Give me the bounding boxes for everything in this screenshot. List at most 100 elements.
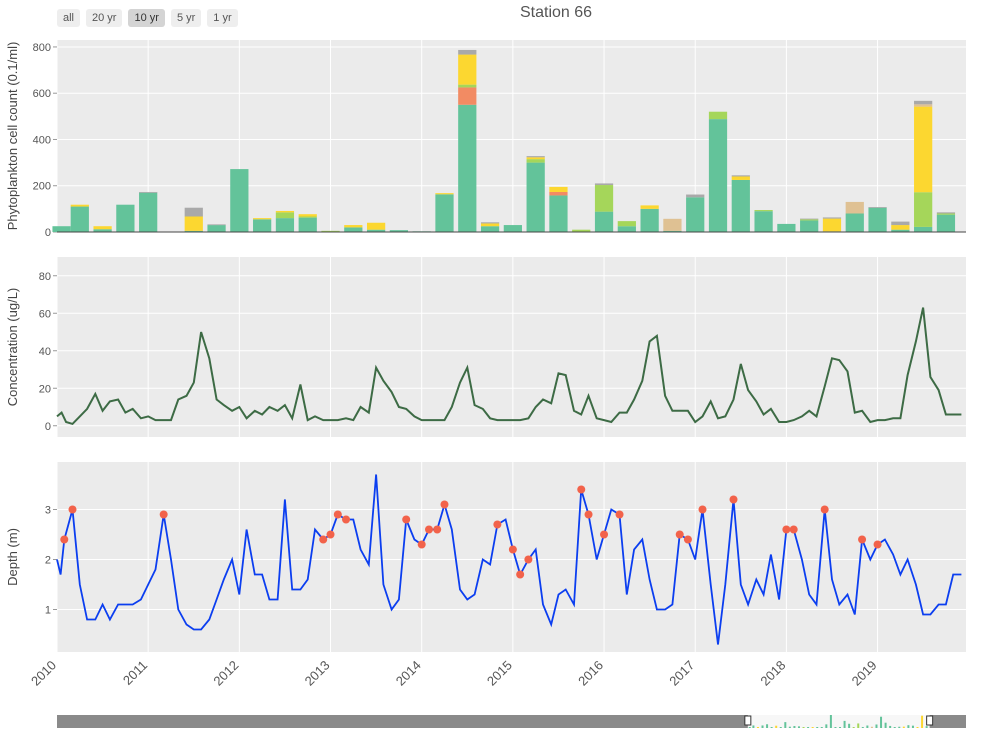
bar-segment-gray: [526, 156, 545, 158]
bar-segment-lime: [458, 84, 477, 88]
bar-segment-yellow: [366, 222, 386, 230]
depth-line: [56, 474, 962, 645]
x-tick-label: 2018: [757, 658, 788, 689]
navigator-bar: [911, 725, 914, 728]
bar-segment-lime: [526, 159, 545, 163]
bar-segment-lime: [275, 212, 295, 219]
navigator-bar: [893, 727, 896, 728]
navigator-bar: [788, 726, 791, 728]
bar-segment-green: [93, 229, 112, 232]
range-button-1yr[interactable]: 1 yr: [207, 9, 238, 27]
range-button-10yr[interactable]: 10 yr: [128, 9, 165, 27]
bar-segment-green: [594, 211, 614, 232]
bar-segment-green: [116, 204, 135, 232]
bar-segment-green: [640, 208, 659, 232]
navigator-bar: [825, 724, 828, 728]
bar-segment-green: [914, 226, 933, 232]
bar-segment-green: [686, 197, 705, 232]
x-tick-label: 2014: [393, 658, 424, 689]
navigator-bar: [834, 727, 837, 728]
y-tick-label: 200: [33, 181, 51, 193]
depth-marker: [675, 530, 684, 539]
bar-segment-lime: [754, 210, 773, 212]
bar-segment-green: [503, 225, 522, 232]
bar-segment-yellow: [822, 218, 842, 232]
navigator-handle-left[interactable]: [744, 715, 752, 726]
navigator-bar: [907, 725, 910, 728]
range-button-5yr[interactable]: 5 yr: [170, 9, 202, 27]
bar-segment-green: [845, 213, 864, 232]
bar-segment-gray: [891, 221, 910, 226]
navigator-bar: [797, 726, 800, 728]
navigator-bar: [779, 727, 782, 728]
bar-segment-gray: [139, 191, 158, 193]
navigator-bar: [811, 727, 814, 728]
bar-segment-yellow: [526, 157, 545, 160]
depth-marker: [873, 540, 882, 549]
bar-segment-lime: [298, 216, 317, 218]
depth-marker: [789, 525, 798, 534]
navigator-bar: [784, 722, 787, 728]
bar-segment-yellow: [731, 176, 750, 180]
depth-marker: [319, 535, 328, 544]
navigator-handle-right[interactable]: [926, 715, 934, 726]
navigator-bar: [839, 727, 842, 728]
bar-segment-gray: [594, 183, 614, 186]
bar-segment-green: [549, 195, 568, 232]
x-tick-label: 2010: [28, 658, 59, 689]
bar-segment-lime: [572, 229, 591, 232]
bar-segment-gray: [936, 212, 956, 214]
navigator-bar: [752, 725, 755, 728]
y-tick-label: 80: [39, 271, 51, 283]
navigator-bar: [816, 727, 819, 728]
navigator-bar: [866, 725, 869, 728]
y-tick-label: 400: [33, 134, 51, 146]
bar-segment-green: [52, 226, 71, 232]
bar-segment-green: [526, 162, 545, 232]
navigator-bar: [820, 727, 823, 728]
range-button-20yr[interactable]: 20 yr: [86, 9, 123, 27]
bar-segment-green: [708, 119, 728, 232]
bar-segment-yellow: [344, 225, 363, 228]
navigator-bar: [766, 724, 769, 728]
depth-marker: [584, 510, 593, 519]
navigator-bar: [902, 726, 905, 728]
depth-marker: [433, 525, 442, 534]
bar-segment-green: [800, 220, 819, 232]
y-tick-label: 1: [45, 605, 51, 617]
navigator-bar: [761, 725, 764, 728]
navigator-bar: [861, 726, 864, 728]
bar-segment-green: [70, 206, 89, 232]
depth-marker: [683, 535, 692, 544]
bar-segment-gray: [868, 207, 887, 208]
depth-marker: [493, 520, 502, 529]
depth-marker: [698, 505, 707, 514]
depth-marker: [342, 515, 351, 524]
navigator-bar: [880, 716, 883, 728]
x-tick-label: 2017: [666, 658, 697, 689]
y-tick-label: 3: [45, 505, 51, 517]
bar-segment-tan: [914, 104, 933, 107]
bar-segment-green: [389, 230, 409, 232]
x-tick-label: 2013: [302, 658, 333, 689]
bar-segment-orange: [458, 87, 477, 105]
range-button-all[interactable]: all: [57, 9, 81, 27]
navigator-bar: [921, 715, 924, 728]
y-tick-label: 600: [33, 88, 51, 100]
depth-marker: [159, 510, 168, 519]
bar-segment-yellow: [298, 214, 317, 217]
bar-segment-green: [344, 227, 363, 232]
x-tick-label: 2019: [849, 658, 880, 689]
bar-segment-gray: [686, 194, 705, 198]
navigator-window: [747, 715, 930, 728]
bar-segment-yellow: [891, 225, 910, 230]
bar-segment-green: [184, 230, 203, 232]
y-tick-label: 60: [39, 308, 51, 320]
bar-segment-lime: [800, 219, 819, 221]
bar-segment-green: [891, 229, 910, 232]
x-tick-label: 2012: [210, 658, 241, 689]
bar-segment-gray: [184, 207, 203, 217]
bar-segment-gray: [207, 224, 226, 226]
bar-segment-green: [435, 194, 454, 232]
